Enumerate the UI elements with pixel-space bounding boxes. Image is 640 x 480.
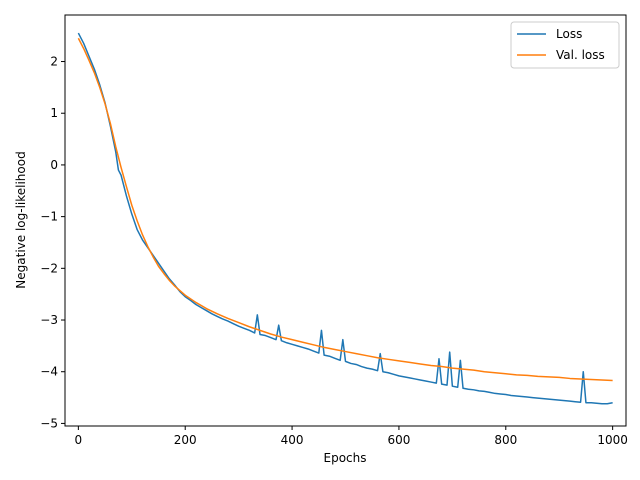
legend-label-loss: Loss	[556, 27, 582, 41]
y-tick-label: 1	[50, 106, 58, 120]
plot-area	[65, 15, 626, 426]
y-tick-label: −2	[40, 261, 58, 275]
y-axis-label: Negative log-likelihood	[14, 151, 28, 288]
x-tick-label: 800	[494, 433, 517, 447]
x-tick-label: 1000	[597, 433, 628, 447]
y-axis: −5 −4 −3 −2 −1 0 1 2	[40, 55, 65, 430]
x-axis: 0 200 400 600 800 1000	[75, 426, 628, 447]
y-tick-label: −1	[40, 210, 58, 224]
plot-frame	[64, 14, 627, 427]
x-tick-label: 200	[174, 433, 197, 447]
y-tick-label: −5	[40, 416, 58, 430]
legend: Loss Val. loss	[510, 21, 620, 69]
legend-label-val-loss: Val. loss	[556, 48, 605, 62]
y-tick-label: 2	[50, 55, 58, 69]
x-tick-label: 600	[387, 433, 410, 447]
y-tick-label: −3	[40, 313, 58, 327]
x-tick-label: 0	[75, 433, 83, 447]
x-axis-label: Epochs	[324, 451, 367, 465]
series-line-loss	[77, 32, 613, 405]
y-tick-label: 0	[50, 158, 58, 172]
series-layer	[77, 32, 613, 405]
x-tick-label: 400	[281, 433, 304, 447]
y-tick-label: −4	[40, 365, 58, 379]
series-line-val-loss	[77, 37, 613, 382]
